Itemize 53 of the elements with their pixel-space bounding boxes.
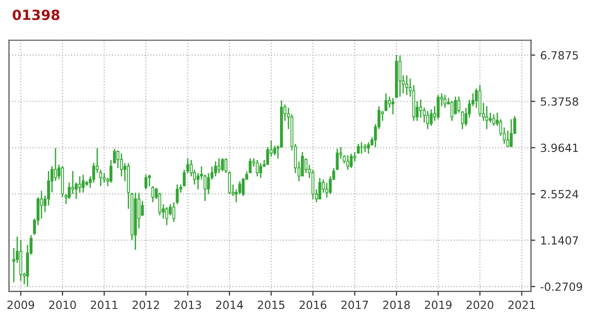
x-tick-label: 2015 bbox=[258, 300, 284, 310]
x-tick-label: 2014 bbox=[216, 300, 243, 310]
x-tick-label: 2017 bbox=[341, 300, 368, 310]
candlestick bbox=[214, 160, 217, 177]
candlestick bbox=[99, 169, 102, 187]
candlestick bbox=[140, 200, 144, 216]
candlestick bbox=[443, 94, 446, 108]
candlestick bbox=[54, 148, 57, 182]
candlestick bbox=[478, 84, 482, 117]
x-tick-label: 2012 bbox=[132, 300, 159, 310]
candlestick bbox=[82, 174, 85, 194]
candlestick bbox=[391, 97, 394, 115]
candlestick bbox=[436, 94, 440, 120]
candlestick bbox=[506, 130, 510, 148]
candlestick bbox=[426, 110, 430, 130]
y-tick-label: 1.1407 bbox=[541, 236, 578, 245]
candlestick bbox=[488, 112, 492, 124]
candlestick bbox=[218, 158, 220, 174]
candlestick bbox=[71, 170, 74, 195]
candlestick bbox=[144, 174, 148, 190]
candlestick bbox=[311, 169, 314, 200]
x-tick-label: 2018 bbox=[383, 300, 410, 310]
y-tick-label: -0.2709 bbox=[540, 282, 582, 291]
y-tick-label: 3.9641 bbox=[540, 144, 578, 152]
candlestick bbox=[148, 174, 151, 187]
candlestick bbox=[273, 144, 276, 156]
x-tick-label: 2019 bbox=[424, 300, 452, 310]
candlestick bbox=[102, 172, 106, 184]
x-tick-label: 2020 bbox=[466, 300, 494, 310]
candlestick bbox=[384, 92, 388, 112]
candlestick bbox=[300, 151, 304, 177]
candlestick bbox=[40, 190, 43, 220]
candlestick bbox=[450, 100, 454, 122]
x-tick-label: 2013 bbox=[174, 300, 202, 310]
chart-title: 01398 bbox=[12, 10, 60, 20]
x-tick-label: 2009 bbox=[7, 300, 34, 310]
x-tick-label: 2010 bbox=[49, 300, 76, 310]
x-tick-label: 2021 bbox=[508, 300, 535, 310]
candlestick bbox=[259, 162, 262, 179]
candlestick bbox=[304, 158, 308, 174]
y-tick-label: 6.7875 bbox=[540, 51, 578, 60]
candlestick bbox=[367, 142, 370, 154]
candlestick bbox=[248, 158, 252, 174]
y-tick-label: 5.3758 bbox=[540, 97, 578, 106]
candlestick bbox=[325, 182, 328, 198]
y-tick-label: 2.5524 bbox=[540, 190, 578, 198]
candlestick bbox=[398, 55, 402, 98]
candlestick bbox=[221, 158, 224, 172]
x-tick-label: 2016 bbox=[300, 300, 326, 310]
candlestick bbox=[492, 114, 496, 126]
candlestick bbox=[419, 98, 422, 118]
x-tick-label: 2011 bbox=[90, 300, 118, 310]
candlestick bbox=[120, 152, 123, 177]
